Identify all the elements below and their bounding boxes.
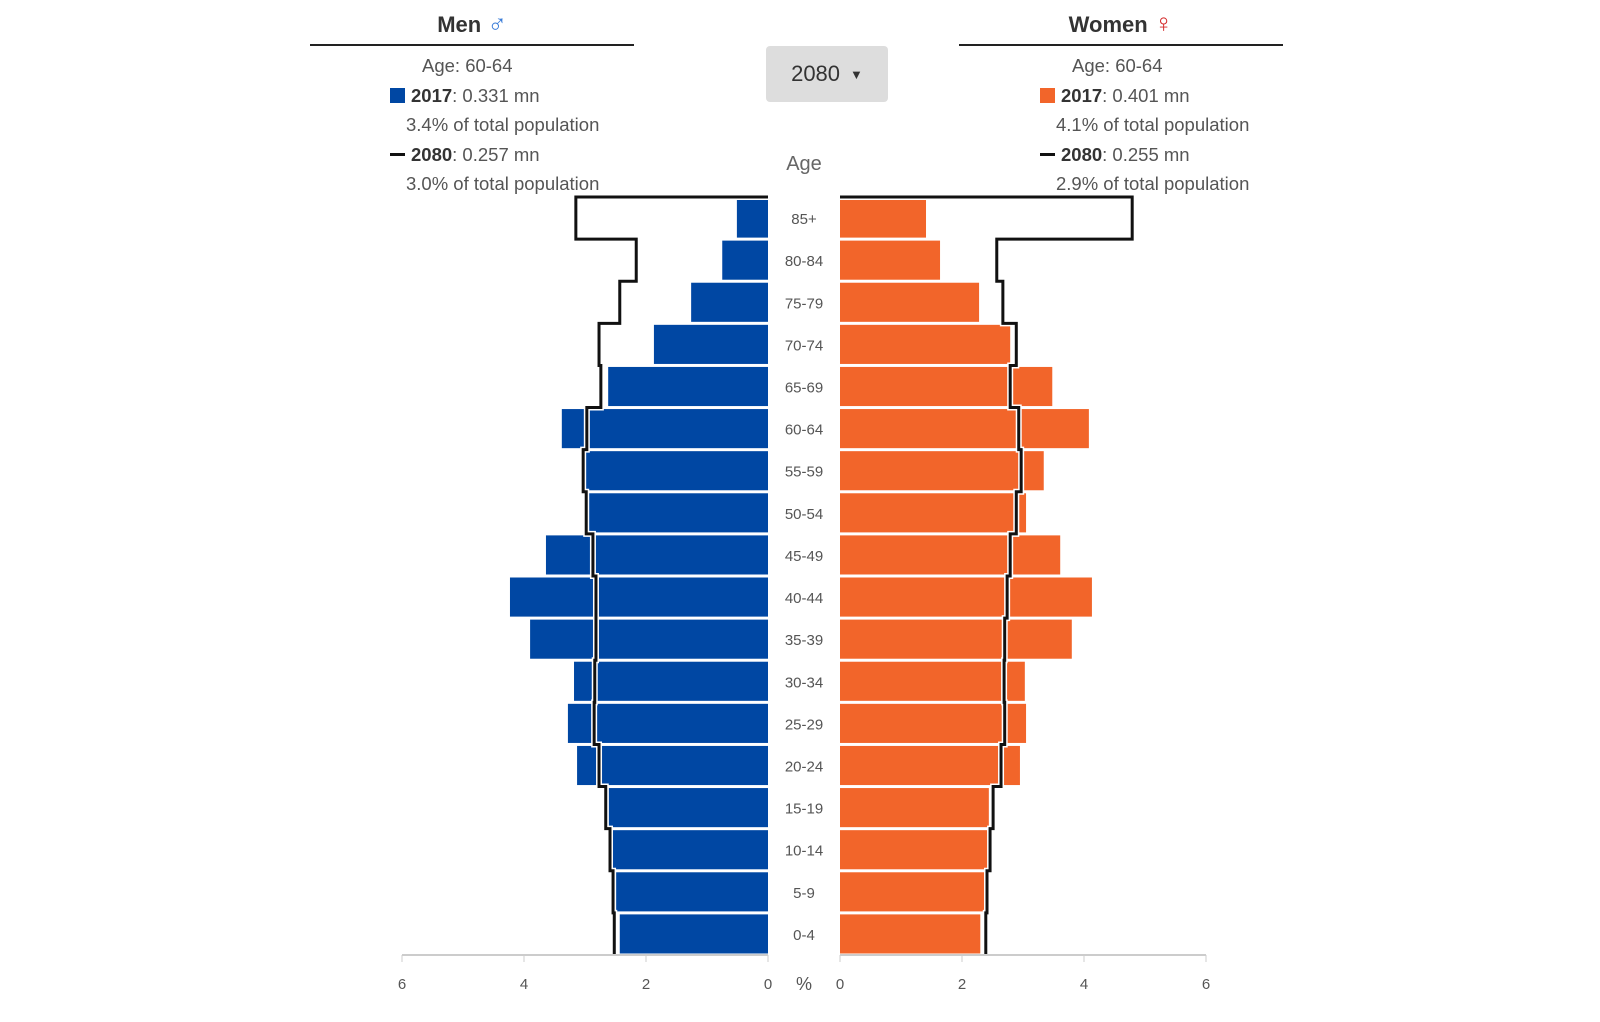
men-2080-swatch bbox=[390, 152, 405, 156]
women-2017-bar bbox=[840, 451, 1044, 491]
women-y1-label: 2017 bbox=[1061, 84, 1103, 106]
women-y2-pct: 2.9% of total population bbox=[1056, 173, 1250, 194]
women-title: Women bbox=[1068, 12, 1148, 37]
women-y1-pct: 4.1% of total population bbox=[1056, 114, 1250, 135]
age-tick-label: 50-54 bbox=[785, 506, 823, 523]
men-2017-bar bbox=[561, 409, 768, 449]
age-tick-label: 10-14 bbox=[785, 843, 823, 860]
age-tick-label: 85+ bbox=[791, 211, 817, 228]
men-2080-line bbox=[574, 195, 768, 955]
age-tick-label: 5-9 bbox=[793, 885, 815, 902]
age-tick-label: 80-84 bbox=[785, 253, 823, 270]
men-2017-bar bbox=[577, 745, 768, 786]
men-2017-bar bbox=[586, 493, 768, 533]
women-2017-bar bbox=[840, 198, 927, 238]
women-2017-bar bbox=[840, 240, 941, 280]
men-2017-bar bbox=[585, 451, 768, 491]
age-tick-label: 60-64 bbox=[785, 422, 823, 439]
men-y1-pct: 3.4% of total population bbox=[406, 114, 600, 135]
female-symbol-icon: ♀ bbox=[1153, 8, 1174, 38]
age-tick-label: 25-29 bbox=[785, 716, 823, 733]
men-y1-value: : 0.331 mn bbox=[452, 84, 540, 106]
age-tick-label: 45-49 bbox=[785, 548, 823, 565]
year-dropdown-value: 2080 bbox=[791, 61, 841, 86]
men-2017-bar bbox=[653, 324, 768, 364]
women-2017-bar bbox=[840, 661, 1025, 701]
women-header: Women ♀ bbox=[959, 8, 1283, 46]
caret-down-icon: ▼ bbox=[850, 66, 863, 82]
men-2017-bar bbox=[619, 914, 768, 954]
men-2017-bar bbox=[509, 577, 768, 617]
women-y2-value: : 0.255 mn bbox=[1102, 143, 1190, 165]
men-2017-bar bbox=[567, 703, 768, 743]
age-tick-label: 0-4 bbox=[793, 927, 815, 944]
age-tick-label: 40-44 bbox=[785, 590, 823, 607]
women-2017-bar bbox=[840, 366, 1053, 407]
women-x-tick-label: 0 bbox=[836, 976, 844, 993]
women-x-tick-label: 4 bbox=[1080, 976, 1088, 993]
men-age-line: Age: 60-64 bbox=[422, 55, 513, 76]
men-2017-bar bbox=[545, 535, 768, 575]
men-2017-bar bbox=[736, 198, 768, 238]
men-y1-label: 2017 bbox=[411, 84, 453, 106]
men-2017-bar bbox=[611, 830, 768, 870]
women-2017-bar bbox=[840, 914, 981, 954]
men-2017-bar bbox=[691, 282, 768, 322]
age-tick-label: 35-39 bbox=[785, 632, 823, 649]
women-2017-bar bbox=[840, 282, 980, 322]
men-2017-swatch bbox=[390, 87, 405, 103]
age-tick-label: 55-59 bbox=[785, 464, 823, 481]
women-2017-bar bbox=[840, 535, 1061, 575]
male-symbol-icon: ♂ bbox=[487, 8, 507, 38]
men-y2-label: 2080 bbox=[411, 143, 453, 165]
men-x-tick-label: 2 bbox=[642, 976, 650, 993]
men-y2-pct: 3.0% of total population bbox=[406, 173, 600, 194]
women-2017-bar bbox=[840, 577, 1092, 617]
women-2017-bar bbox=[840, 830, 989, 870]
men-2017-bar bbox=[608, 366, 768, 407]
men-header: Men ♂ bbox=[310, 8, 634, 46]
women-age-line: Age: 60-64 bbox=[1072, 55, 1163, 76]
age-tick-label: 65-69 bbox=[785, 380, 823, 397]
year-dropdown[interactable]: 2080 ▼ bbox=[766, 46, 888, 102]
age-tick-label: 30-34 bbox=[785, 674, 823, 691]
women-2017-swatch bbox=[1040, 87, 1055, 103]
men-2017-bar bbox=[608, 788, 768, 828]
women-2017-bar bbox=[840, 703, 1027, 743]
women-2017-bar bbox=[840, 324, 1011, 364]
women-y2-label: 2080 bbox=[1061, 143, 1103, 165]
men-2017-bar bbox=[616, 872, 768, 912]
women-2017-bar bbox=[840, 872, 986, 912]
women-x-tick-label: 2 bbox=[958, 976, 966, 993]
x-axis-label: % bbox=[796, 974, 812, 994]
women-2080-swatch bbox=[1040, 152, 1055, 156]
women-2017-bar bbox=[840, 788, 989, 828]
women-2017-bar bbox=[840, 409, 1089, 449]
age-tick-label: 20-24 bbox=[785, 759, 823, 776]
women-2017-bar bbox=[840, 745, 1020, 786]
men-x-tick-label: 0 bbox=[764, 976, 772, 993]
age-tick-label: 70-74 bbox=[785, 337, 823, 354]
men-x-tick-label: 4 bbox=[520, 976, 528, 993]
men-x-tick-label: 6 bbox=[398, 976, 406, 993]
age-tick-label: 75-79 bbox=[785, 295, 823, 312]
men-2017-bar bbox=[530, 619, 768, 659]
men-tooltip: Age: 60-64 2017: 0.331 mn 3.4% of total … bbox=[390, 51, 599, 199]
men-y2-value: : 0.257 mn bbox=[452, 143, 540, 165]
age-tick-label: 15-19 bbox=[785, 801, 823, 818]
women-2017-bar bbox=[840, 493, 1027, 533]
women-tooltip: Age: 60-64 2017: 0.401 mn 4.1% of total … bbox=[1040, 51, 1249, 199]
y-axis-label: Age bbox=[786, 153, 822, 175]
women-y1-value: : 0.401 mn bbox=[1102, 84, 1190, 106]
women-x-tick-label: 6 bbox=[1202, 976, 1210, 993]
women-2017-bar bbox=[840, 619, 1072, 659]
men-2017-bar bbox=[574, 661, 768, 701]
men-title: Men bbox=[437, 12, 482, 37]
men-2017-bar bbox=[722, 240, 768, 280]
women-2080-line bbox=[840, 195, 1134, 955]
